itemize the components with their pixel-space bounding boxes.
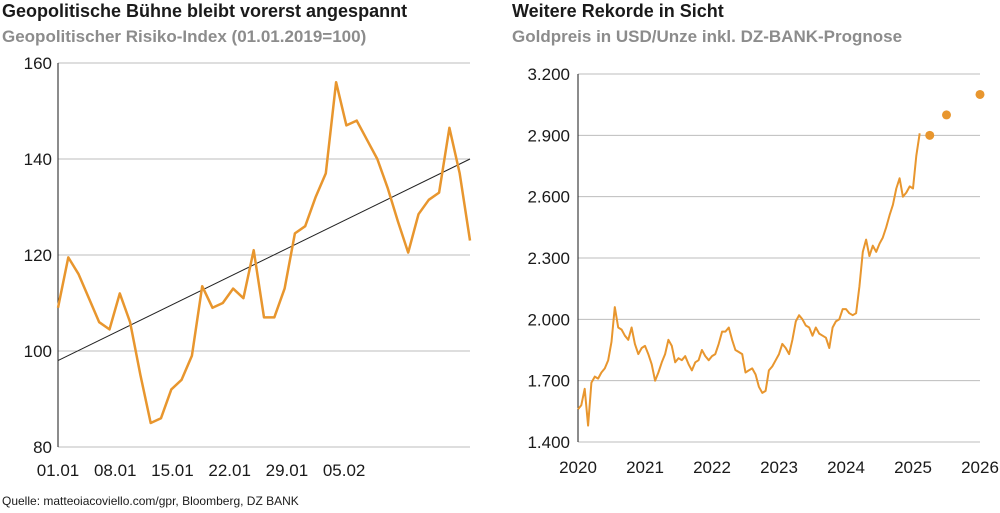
x-tick-label: 08.01 bbox=[94, 461, 137, 480]
risk-index-plot: 80 100 120 140 160 01.01 08.01 15.01 22.01 29.01 0… bbox=[24, 54, 472, 480]
chart-subtitle: Goldpreis in USD/Unze inkl. DZ-BANK-Prog… bbox=[512, 27, 903, 46]
x-tick-label: 15.01 bbox=[151, 461, 194, 480]
x-tick-label: 2024 bbox=[827, 458, 865, 477]
source-note: Quelle: matteoiacoviello.com/gpr, Bloomb… bbox=[2, 494, 299, 508]
x-tick-label: 22.01 bbox=[208, 461, 251, 480]
y-tick-label: 3.200 bbox=[527, 65, 570, 84]
y-tick-label: 100 bbox=[24, 342, 52, 361]
risk-index-series-line bbox=[56, 80, 472, 425]
y-tick-label: 2.000 bbox=[527, 310, 570, 329]
y-tick-label: 1.700 bbox=[527, 372, 570, 391]
chart-title: Weitere Rekorde in Sicht bbox=[512, 1, 724, 21]
x-tick-label: 05.02 bbox=[323, 461, 366, 480]
x-tick-label: 2023 bbox=[760, 458, 798, 477]
y-tick-label: 80 bbox=[33, 438, 52, 457]
y-tick-label: 1.400 bbox=[527, 433, 570, 452]
y-tick-label: 2.600 bbox=[527, 188, 570, 207]
x-tick-label: 2026 bbox=[961, 458, 999, 477]
trend-line bbox=[57, 158, 471, 362]
forecast-point bbox=[925, 130, 935, 140]
x-tick-label: 2021 bbox=[626, 458, 664, 477]
gold-price-plot: 1.400 1.700 2.000 2.300 2.600 2.900 3.200 2020 2… bbox=[527, 65, 999, 477]
x-tick-label: 2022 bbox=[693, 458, 731, 477]
x-tick-label: 29.01 bbox=[266, 461, 309, 480]
risk-index-chart: Geopolitische Bühne bleibt vorerst anges… bbox=[0, 0, 500, 490]
y-tick-label: 2.300 bbox=[527, 249, 570, 268]
y-tick-label: 2.900 bbox=[527, 126, 570, 145]
y-tick-label: 160 bbox=[24, 54, 52, 73]
y-tick-label: 120 bbox=[24, 246, 52, 265]
y-tick-label: 140 bbox=[24, 150, 52, 169]
chart-title: Geopolitische Bühne bleibt vorerst anges… bbox=[2, 1, 408, 21]
x-tick-label: 2025 bbox=[894, 458, 932, 477]
gold-price-chart: Weitere Rekorde in Sicht Goldpreis in US… bbox=[510, 0, 1000, 490]
gold-price-series-line bbox=[577, 133, 921, 427]
x-tick-label: 01.01 bbox=[37, 461, 80, 480]
chart-subtitle: Geopolitischer Risiko-Index (01.01.2019=… bbox=[2, 27, 367, 46]
x-tick-label: 2020 bbox=[559, 458, 597, 477]
forecast-point bbox=[975, 89, 985, 99]
forecast-point bbox=[942, 110, 951, 120]
